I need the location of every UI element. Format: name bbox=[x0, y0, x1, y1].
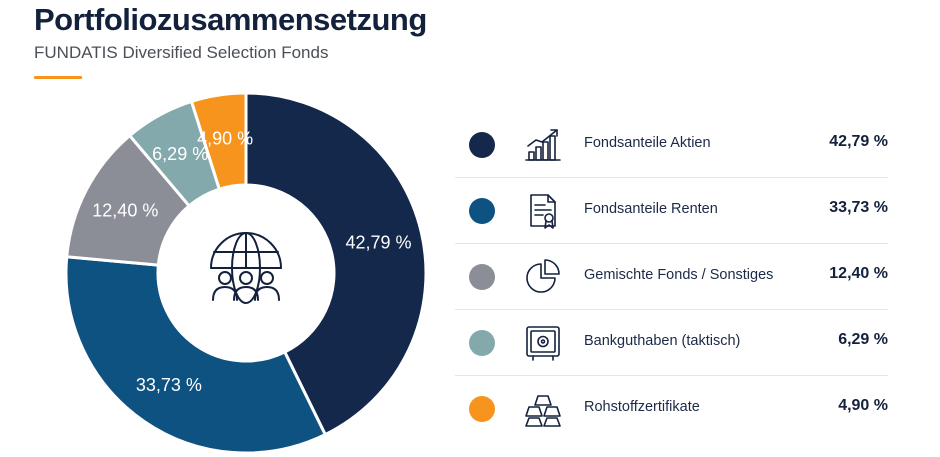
slice-label: 42,79 % bbox=[345, 232, 411, 252]
pie-chart-icon bbox=[526, 259, 560, 293]
slice-label: 6,29 % bbox=[152, 144, 208, 164]
legend-dot bbox=[469, 132, 495, 158]
legend-item-renten: Fondsanteile Renten 33,73 % bbox=[455, 178, 888, 244]
donut-chart: 42,79 % 33,73 % 12,40 % 6,29 %4,90 % bbox=[64, 91, 428, 455]
globe-people-icon bbox=[210, 232, 282, 304]
legend-value: 42,79 % bbox=[829, 133, 888, 150]
slice-label: 4,90 % bbox=[197, 129, 253, 149]
legend-value: 6,29 % bbox=[838, 331, 888, 348]
legend-dot bbox=[469, 396, 495, 422]
page-title: Portfoliozusammensetzung bbox=[34, 2, 427, 37]
donut-slice bbox=[64, 255, 328, 455]
slice-label: 12,40 % bbox=[92, 200, 158, 220]
safe-icon bbox=[526, 326, 560, 361]
legend-label: Rohstoffzertifikate bbox=[584, 399, 700, 415]
legend-label: Fondsanteile Renten bbox=[584, 201, 718, 217]
legend-value: 33,73 % bbox=[829, 199, 888, 216]
legend-item-bankguthaben: Bankguthaben (taktisch) 6,29 % bbox=[455, 310, 888, 376]
legend-item-aktien: Fondsanteile Aktien 42,79 % bbox=[455, 112, 888, 178]
growth-chart-icon bbox=[525, 129, 561, 161]
legend-value: 4,90 % bbox=[838, 397, 888, 414]
legend-label: Fondsanteile Aktien bbox=[584, 135, 711, 151]
donut-slice bbox=[189, 91, 248, 192]
legend-label: Gemischte Fonds / Sonstiges bbox=[584, 267, 774, 283]
certificate-icon bbox=[530, 194, 556, 229]
legend-dot bbox=[469, 330, 495, 356]
legend-dot bbox=[469, 264, 495, 290]
chart-legend: Fondsanteile Aktien 42,79 % Fondsanteile… bbox=[455, 112, 888, 441]
donut-slice bbox=[244, 91, 428, 437]
slice-label: 33,73 % bbox=[136, 375, 202, 395]
gold-bars-icon bbox=[525, 395, 561, 427]
accent-divider bbox=[34, 76, 82, 79]
legend-value: 12,40 % bbox=[829, 265, 888, 282]
legend-item-rohstoff: Rohstoffzertifikate 4,90 % bbox=[455, 376, 888, 441]
legend-label: Bankguthaben (taktisch) bbox=[584, 333, 741, 349]
legend-dot bbox=[469, 198, 495, 224]
page-subtitle: FUNDATIS Diversified Selection Fonds bbox=[34, 43, 329, 62]
legend-item-gemischte-fonds: Gemischte Fonds / Sonstiges 12,40 % bbox=[455, 244, 888, 310]
